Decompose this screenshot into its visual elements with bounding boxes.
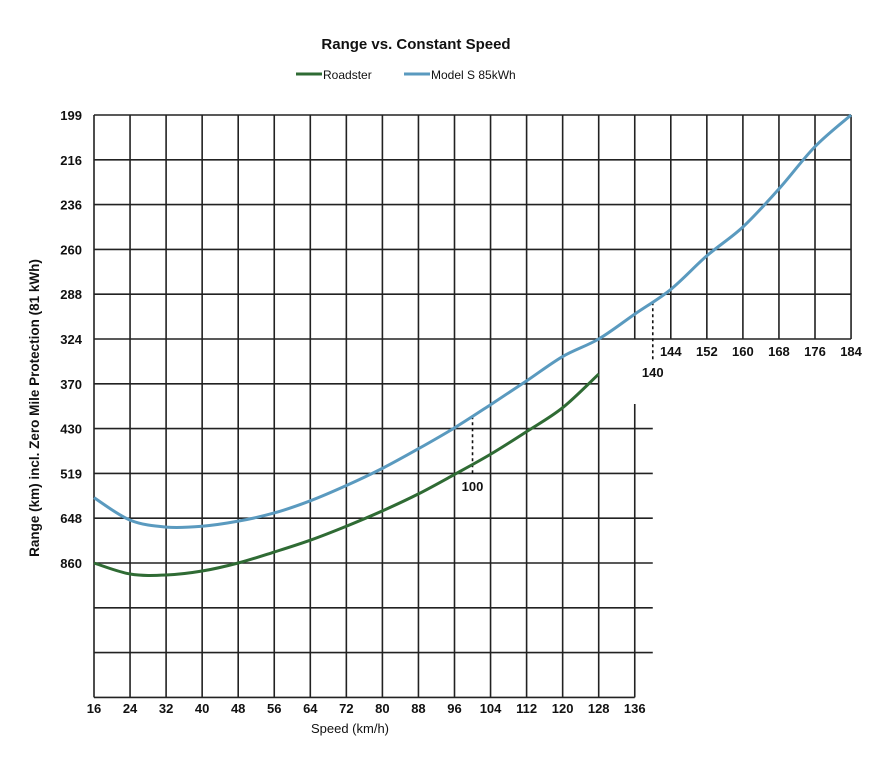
- x-tick-label: 80: [375, 701, 389, 716]
- x-tick-label: 40: [195, 701, 209, 716]
- x-tick-label: 96: [447, 701, 461, 716]
- annotation-label: 100: [462, 479, 484, 494]
- y-tick-label: 216: [60, 153, 82, 168]
- annotation-label: 140: [642, 365, 664, 380]
- x-tick-label: 64: [303, 701, 318, 716]
- x-tick-label: 88: [411, 701, 425, 716]
- y-tick-label: 519: [60, 466, 82, 481]
- x-tick-label: 56: [267, 701, 281, 716]
- x-tick-label-upper: 184: [840, 344, 862, 359]
- y-tick-labels: 199 216 236 260 288 324 370 430 519 648 860: [60, 108, 82, 571]
- x-tick-label: 128: [588, 701, 610, 716]
- series-line-model-s: [93, 113, 853, 530]
- x-tick-label: 104: [480, 701, 502, 716]
- series-line-roadster: [93, 372, 600, 577]
- x-tick-label: 120: [552, 701, 574, 716]
- x-tick-label: 48: [231, 701, 245, 716]
- y-axis-label: Range (km) incl. Zero Mile Protection (8…: [27, 259, 42, 557]
- y-tick-label: 324: [60, 332, 82, 347]
- x-tick-label: 32: [159, 701, 173, 716]
- series-lines: [93, 113, 853, 577]
- x-tick-label-upper: 160: [732, 344, 754, 359]
- y-tick-label: 236: [60, 198, 82, 213]
- y-tick-label: 648: [60, 511, 82, 526]
- chart-title: Range vs. Constant Speed: [321, 36, 510, 53]
- x-tick-label: 72: [339, 701, 353, 716]
- y-tick-label: 860: [60, 556, 82, 571]
- y-tick-label: 260: [60, 242, 82, 257]
- x-axis-label: Speed (km/h): [311, 721, 389, 736]
- legend-label-model-s: Model S 85kWh: [431, 68, 516, 82]
- y-tick-label: 288: [60, 287, 82, 302]
- x-tick-labels: 16 24 32 40 48 56 64 72 80 88 96 104 112 120 128 136 144…: [87, 344, 863, 716]
- x-tick-label-upper: 176: [804, 344, 826, 359]
- legend: Roadster Model S 85kWh: [296, 68, 516, 82]
- x-tick-label: 136: [624, 701, 646, 716]
- y-tick-label: 430: [60, 422, 82, 437]
- x-tick-label-upper: 144: [660, 344, 682, 359]
- y-tick-label: 370: [60, 377, 82, 392]
- grid: [93, 114, 852, 699]
- x-tick-label-upper: 168: [768, 344, 790, 359]
- legend-label-roadster: Roadster: [323, 68, 372, 82]
- x-tick-label: 112: [516, 701, 537, 716]
- y-tick-label: 199: [60, 108, 82, 123]
- x-tick-label-upper: 152: [696, 344, 718, 359]
- x-tick-label: 24: [123, 701, 138, 716]
- x-tick-label: 16: [87, 701, 101, 716]
